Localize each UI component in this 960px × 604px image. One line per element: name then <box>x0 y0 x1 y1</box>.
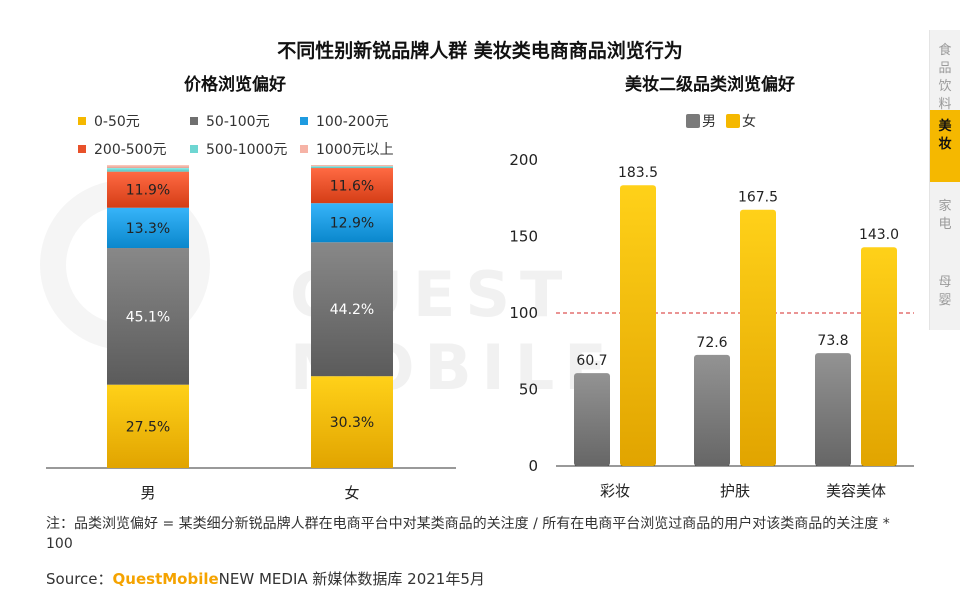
bar-彩妆-女 <box>620 185 656 466</box>
bar-value-label: 73.8 <box>817 333 848 349</box>
y-tick-label: 50 <box>519 381 538 399</box>
stack-segment-女-0-50元 <box>311 376 393 468</box>
stack-segment-女-200-500元 <box>311 168 393 204</box>
bar-美容美体-男 <box>815 353 851 466</box>
y-tick-label: 150 <box>509 228 538 246</box>
legend-item-50-100: 50-100元 <box>190 111 270 131</box>
legend-swatch <box>190 117 198 125</box>
segment-value-label: 11.9% <box>126 183 170 199</box>
side-nav-mother-baby[interactable]: 母婴 <box>938 275 952 308</box>
stack-segment-女-100-200元 <box>311 203 393 243</box>
legend-swatch <box>300 117 308 125</box>
legend-swatch <box>726 114 740 128</box>
stack-segment-女-50-100元 <box>311 242 393 377</box>
page-title: 不同性别新锐品牌人群 美妆类电商商品浏览行为 <box>277 40 683 62</box>
legend-item-100-200: 100-200元 <box>300 111 389 131</box>
legend-item-200-500: 200-500元 <box>78 139 167 159</box>
stack-segment-男-0-50元 <box>107 384 189 468</box>
stack-segment-男-50-100元 <box>107 248 189 385</box>
legend-item-0-50: 0-50元 <box>78 111 140 131</box>
legend-swatch <box>300 145 308 153</box>
legend-swatch <box>686 114 700 128</box>
segment-value-label: 27.5% <box>126 419 170 435</box>
y-tick-label: 0 <box>528 457 538 475</box>
y-tick-label: 100 <box>509 304 538 322</box>
bar-value-label: 72.6 <box>696 335 727 351</box>
segment-value-label: 44.2% <box>330 302 374 318</box>
bar-value-label: 60.7 <box>576 353 607 369</box>
price-chart-title: 价格浏览偏好 <box>184 75 286 95</box>
source-prefix: Source： <box>46 570 113 588</box>
segment-value-label: 45.1% <box>126 309 170 325</box>
charts-canvas: 27.5% 45.1% 13.3% 11.9% 男 30.3% 44.2% 12.9% 11.6… <box>46 151 914 502</box>
bar-彩妆-男 <box>574 373 610 466</box>
segment-value-label: 13.3% <box>126 221 170 237</box>
category-tick-label: 女 <box>344 484 359 502</box>
footnote: 注：品类浏览偏好 = 某类细分新锐品牌人群在电商平台中对某类商品的关注度 / 所… <box>46 516 890 552</box>
bar-美容美体-女 <box>861 247 897 466</box>
legend-swatch <box>190 145 198 153</box>
legend-item-1000-plus: 1000元以上 <box>300 139 394 159</box>
side-nav-beauty[interactable]: 美妆 <box>930 110 960 182</box>
side-nav-food-drink[interactable]: 食品饮料 <box>938 43 952 112</box>
segment-value-label: 11.6% <box>330 179 374 195</box>
stack-segment-女-500-1000元 <box>311 166 393 169</box>
legend-swatch <box>78 145 86 153</box>
bar-value-label: 183.5 <box>618 165 658 181</box>
stack-segment-女-1000元以上 <box>311 165 393 167</box>
source-rest: NEW MEDIA 新媒体数据库 2021年5月 <box>218 570 485 588</box>
stack-segment-男-200-500元 <box>107 171 189 208</box>
stack-segment-男-1000元以上 <box>107 165 189 169</box>
legend-item-500-1000: 500-1000元 <box>190 139 287 159</box>
stack-segment-男-500-1000元 <box>107 168 189 172</box>
segment-value-label: 12.9% <box>330 216 374 232</box>
category-chart-title: 美妆二级品类浏览偏好 <box>625 75 795 95</box>
category-side-nav: 食品饮料 美妆 家电 母婴 <box>929 30 960 330</box>
y-tick-label: 200 <box>509 151 538 169</box>
source-line: Source：QuestMobileNEW MEDIA 新媒体数据库 2021年… <box>46 568 485 589</box>
bar-value-label: 167.5 <box>738 190 778 206</box>
bar-护肤-女 <box>740 209 776 466</box>
bar-value-label: 143.0 <box>859 227 899 243</box>
category-tick-label: 男 <box>140 484 155 502</box>
legend-item-female: 女 <box>726 111 756 131</box>
source-brand: QuestMobile <box>112 570 219 588</box>
side-nav-appliance[interactable]: 家电 <box>938 199 952 232</box>
bar-护肤-男 <box>694 354 730 466</box>
category-tick-label: 彩妆 <box>600 482 630 500</box>
legend-swatch <box>78 117 86 125</box>
segment-value-label: 30.3% <box>330 415 374 431</box>
category-tick-label: 美容美体 <box>826 482 886 500</box>
legend-item-male: 男 <box>686 111 716 131</box>
category-tick-label: 护肤 <box>720 482 750 500</box>
stack-segment-男-100-200元 <box>107 207 189 249</box>
